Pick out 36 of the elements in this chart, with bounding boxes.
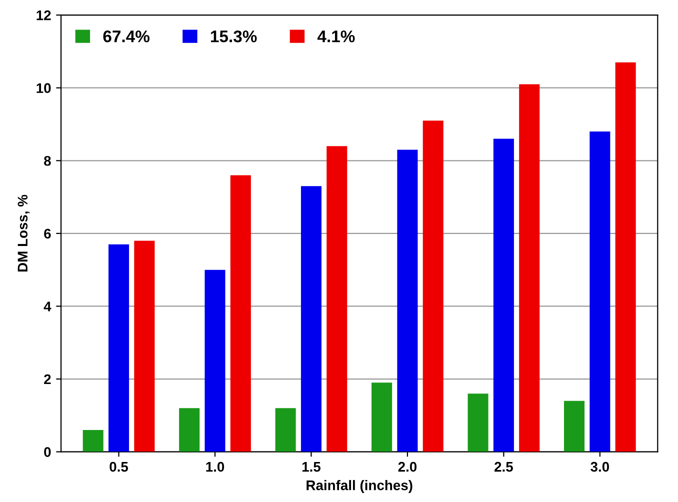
bar	[468, 394, 488, 452]
y-axis-title: DM Loss, %	[18, 194, 30, 272]
bar	[108, 244, 130, 452]
y-tick-label: 12	[36, 10, 51, 20]
bar	[493, 138, 514, 452]
bar	[300, 186, 322, 452]
legend-label: 15.3%	[210, 30, 257, 42]
x-tick-label: 3.0	[590, 462, 610, 472]
legend-label: 4.1%	[317, 30, 355, 42]
bar	[275, 408, 296, 452]
bar	[422, 120, 444, 452]
y-tick-label: 2	[44, 374, 51, 384]
x-tick-label: 1.0	[206, 462, 224, 472]
y-tick-label: 6	[44, 228, 51, 239]
bar	[179, 408, 200, 452]
x-tick-label: 2.0	[398, 462, 417, 472]
x-axis-title: Rainfall (inches)	[306, 480, 412, 493]
bar	[372, 382, 392, 452]
bar	[519, 84, 540, 452]
y-tick-label: 4	[44, 302, 52, 312]
bar	[564, 400, 585, 452]
bar	[615, 62, 636, 452]
bar	[397, 150, 418, 452]
bar	[230, 175, 251, 452]
bar	[82, 430, 104, 452]
y-tick-label: 8	[44, 156, 51, 166]
bar	[590, 132, 610, 452]
legend-label: 67.4%	[103, 30, 150, 42]
bar	[134, 240, 155, 452]
bar	[204, 270, 226, 452]
y-tick-label: 0	[44, 447, 51, 457]
x-tick-label: 0.5	[110, 462, 128, 472]
bar	[326, 146, 348, 452]
x-tick-label: 2.5	[494, 462, 513, 472]
y-tick-label: 10	[36, 83, 51, 94]
x-tick-label: 1.5	[302, 462, 320, 472]
